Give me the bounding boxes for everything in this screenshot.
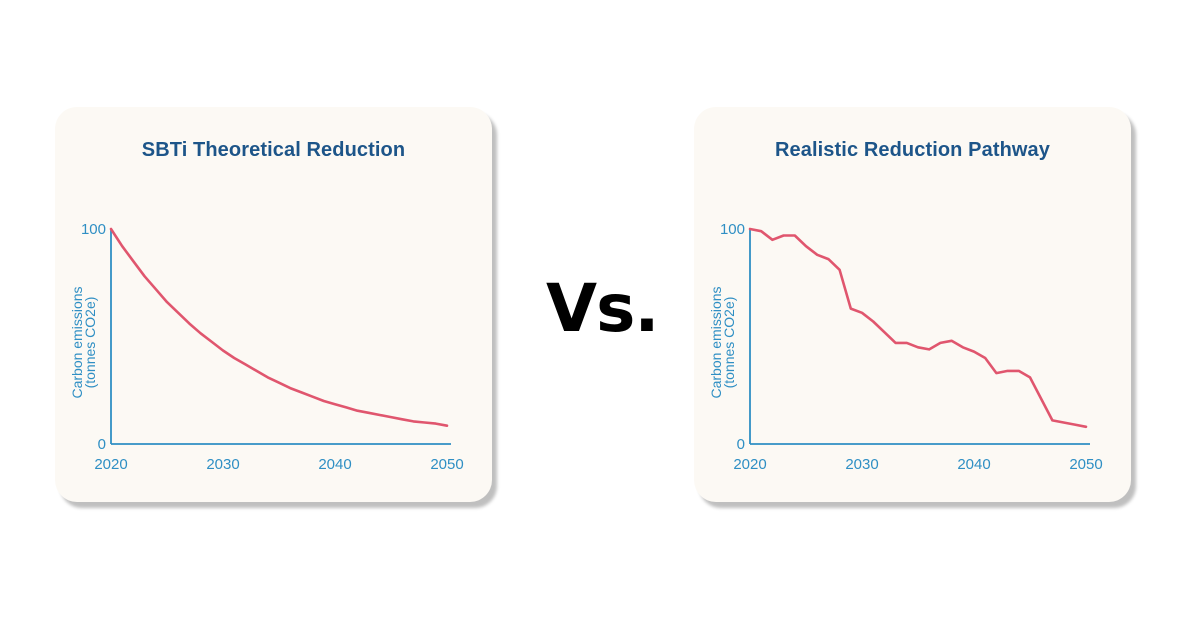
y-axis-label-line: Carbon emissions <box>708 286 724 398</box>
y-axis-label-line: (tonnes CO2e) <box>82 297 98 389</box>
y-axis-label: Carbon emissions(tonnes CO2e) <box>708 286 737 398</box>
x-tick-label: 2040 <box>318 456 351 473</box>
x-tick-label: 2050 <box>1069 456 1102 473</box>
x-tick-label: 2020 <box>733 456 766 473</box>
y-tick-label: 0 <box>98 436 106 453</box>
x-tick-label: 2030 <box>845 456 878 473</box>
y-axis-label-line: Carbon emissions <box>69 286 85 398</box>
chart-card-sbti: SBTi Theoretical Reduction 0 100 2020 2030 2… <box>55 107 492 502</box>
x-tick-label: 2040 <box>957 456 990 473</box>
chart-title: SBTi Theoretical Reduction <box>141 139 406 161</box>
y-tick-label: 100 <box>720 221 745 238</box>
x-tick-label: 2030 <box>206 456 239 473</box>
x-tick-label: 2050 <box>430 456 463 473</box>
line-chart-sbti: 0 100 2020 2030 2040 2050 Carbon emissions(ton… <box>69 221 464 473</box>
y-axis-label-line: (tonnes CO2e) <box>721 297 737 389</box>
y-axis-label: Carbon emissions(tonnes CO2e) <box>69 286 98 398</box>
x-tick-label: 2020 <box>94 456 127 473</box>
series-line <box>748 227 1088 429</box>
y-tick-label: 0 <box>737 436 745 453</box>
vs-label: Vs. <box>546 270 659 347</box>
chart-title: Realistic Reduction Pathway <box>775 139 1050 161</box>
chart-card-realistic: Realistic Reduction Pathway 0 100 2020 2030… <box>694 107 1131 502</box>
series-line <box>109 227 449 428</box>
y-tick-label: 100 <box>81 221 106 238</box>
line-chart-realistic: 0 100 2020 2030 2040 2050 Carbon emissions(ton… <box>708 221 1103 473</box>
